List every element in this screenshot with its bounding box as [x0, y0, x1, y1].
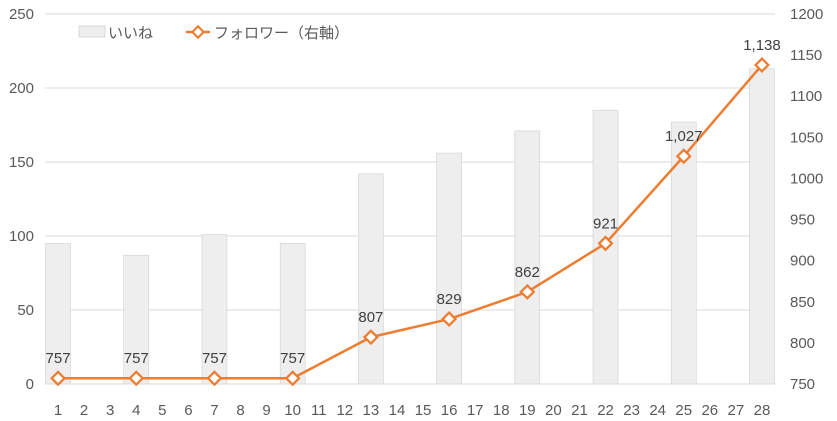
bar [436, 152, 462, 385]
follower-data-label: 757 [124, 350, 149, 367]
y-left-tick-label: 100 [9, 228, 34, 245]
bar-series [45, 68, 775, 385]
x-tick-label: 19 [519, 402, 536, 419]
x-tick-label: 21 [571, 402, 588, 419]
y-right-tick-label: 1000 [790, 170, 823, 187]
follower-data-label: 757 [46, 350, 71, 367]
x-tick-label: 22 [597, 402, 614, 419]
line-series [50, 56, 770, 387]
x-tick-label: 13 [363, 402, 380, 419]
follower-line [58, 64, 763, 380]
y-right-tick-label: 950 [790, 212, 815, 229]
follower-marker [597, 235, 614, 252]
follower-data-label: 829 [437, 291, 462, 308]
follower-marker [284, 370, 301, 387]
x-tick-label: 2 [80, 402, 88, 419]
follower-marker [50, 370, 67, 387]
legend-swatch-followers-marker [190, 24, 206, 40]
x-tick-label: 17 [467, 402, 484, 419]
x-tick-label: 10 [284, 402, 301, 419]
y-left-tick-label: 250 [9, 6, 34, 23]
x-tick-label: 7 [210, 402, 218, 419]
follower-data-label: 757 [280, 350, 305, 367]
bar [358, 173, 384, 385]
follower-data-label: 1,138 [743, 37, 781, 54]
follower-marker [362, 329, 379, 346]
x-tick-label: 11 [311, 402, 327, 419]
x-tick-label: 18 [493, 402, 510, 419]
y-right-tick-label: 1050 [790, 129, 823, 146]
x-tick-label: 14 [389, 402, 406, 419]
x-tick-label: 24 [649, 402, 666, 419]
y-left-tick-label: 200 [9, 80, 34, 97]
y-right-tick-label: 1150 [790, 47, 822, 64]
x-tick-label: 4 [132, 402, 140, 419]
x-tick-label: 1 [54, 402, 62, 419]
gridlines [45, 13, 775, 311]
x-tick-label: 3 [106, 402, 114, 419]
y-left-tick-label: 0 [26, 376, 34, 393]
bar [45, 243, 71, 385]
x-tick-label: 5 [158, 402, 166, 419]
x-tick-label: 25 [675, 402, 692, 419]
x-tick-label: 15 [415, 402, 432, 419]
follower-data-label: 862 [515, 264, 540, 281]
follower-marker [441, 311, 458, 328]
axes: 0501001502002507508008509009501000105011… [9, 6, 823, 419]
y-right-tick-label: 750 [790, 376, 815, 393]
x-tick-label: 26 [701, 402, 718, 419]
y-left-tick-label: 50 [17, 302, 34, 319]
bar [279, 243, 306, 385]
follower-marker [753, 56, 770, 73]
bar [514, 130, 541, 385]
x-tick-label: 16 [441, 402, 458, 419]
follower-data-label: 807 [358, 309, 383, 326]
follower-marker [206, 370, 223, 387]
data-labels: 757 757 757 757 807 829 862 921 1,027 1,138 [46, 37, 781, 367]
x-tick-label: 12 [336, 402, 353, 419]
y-right-tick-label: 1200 [790, 6, 823, 23]
y-right-tick-label: 900 [790, 253, 815, 270]
follower-marker [128, 370, 145, 387]
y-right-tick-label: 800 [790, 335, 815, 352]
follower-marker [675, 148, 692, 165]
x-tick-label: 23 [623, 402, 640, 419]
bar [749, 68, 775, 385]
y-left-tick-label: 150 [9, 154, 34, 171]
legend-label-likes: いいね [108, 25, 153, 42]
follower-marker [519, 283, 536, 300]
x-tick-label: 9 [262, 402, 270, 419]
y-right-tick-label: 1100 [790, 88, 822, 105]
x-tick-label: 6 [184, 402, 192, 419]
follower-data-label: 921 [593, 215, 618, 232]
x-tick-label: 8 [236, 402, 244, 419]
legend: いいね フォロワー（右軸） [78, 24, 349, 42]
bar [201, 234, 228, 385]
y-right-tick-label: 850 [790, 294, 815, 311]
legend-swatch-likes [78, 25, 106, 38]
x-tick-label: 28 [754, 402, 771, 419]
follower-data-label: 757 [202, 350, 227, 367]
legend-label-followers: フォロワー（右軸） [214, 25, 349, 42]
x-tick-label: 27 [728, 402, 745, 419]
follower-data-label: 1,027 [665, 128, 703, 145]
x-tick-label: 20 [545, 402, 562, 419]
